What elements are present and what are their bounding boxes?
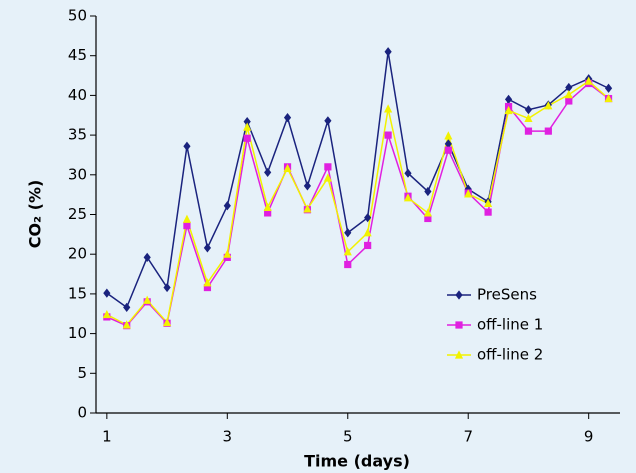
marker <box>143 295 152 304</box>
marker <box>444 139 452 149</box>
marker <box>423 208 432 217</box>
legend-item: off-line 2 <box>447 346 543 364</box>
series-line <box>106 80 610 326</box>
y-tick-label: 0 <box>77 404 87 422</box>
marker <box>604 93 613 103</box>
y-tick-label: 10 <box>68 324 87 342</box>
marker <box>303 181 312 191</box>
marker <box>263 202 272 211</box>
x-tick-label: 3 <box>223 428 233 446</box>
marker <box>264 167 272 178</box>
marker <box>524 105 533 115</box>
legend-label: PreSens <box>477 286 537 304</box>
marker <box>484 208 492 216</box>
y-tick-label: 50 <box>68 7 87 25</box>
marker <box>364 241 372 250</box>
x-tick-label: 5 <box>343 428 353 446</box>
marker <box>384 131 392 139</box>
marker <box>324 163 332 171</box>
marker <box>143 252 151 262</box>
series-line <box>106 51 609 309</box>
marker <box>344 228 352 238</box>
marker <box>524 127 533 135</box>
legend-label: off-line 2 <box>477 346 543 364</box>
marker <box>303 204 312 213</box>
marker <box>565 97 573 105</box>
marker <box>384 104 393 113</box>
y-tick-label: 45 <box>68 46 87 64</box>
marker <box>283 163 292 173</box>
marker <box>483 198 493 207</box>
marker <box>162 317 172 327</box>
y-tick-label: 5 <box>77 364 87 382</box>
marker <box>403 193 413 202</box>
marker <box>344 260 352 269</box>
marker <box>223 201 231 211</box>
marker <box>264 209 272 217</box>
series-line <box>106 82 610 327</box>
y-tick-label: 20 <box>68 245 87 263</box>
legend-item: off-line 1 <box>447 316 543 334</box>
marker <box>203 243 212 253</box>
marker <box>524 113 533 123</box>
marker <box>343 247 352 256</box>
marker <box>424 214 432 223</box>
marker <box>283 113 292 123</box>
marker <box>444 146 452 154</box>
x-axis-title: Time (days) <box>304 452 410 471</box>
marker <box>122 320 131 329</box>
x-tick-label: 9 <box>584 428 594 446</box>
y-tick-label: 25 <box>68 205 87 223</box>
x-tick-label: 1 <box>102 428 112 446</box>
marker <box>455 290 463 300</box>
y-axis-title: CO₂ (%) <box>26 180 45 249</box>
y-tick-label: 15 <box>68 284 87 302</box>
marker <box>243 134 251 142</box>
marker <box>464 189 473 198</box>
marker <box>363 228 372 237</box>
y-tick-label: 30 <box>68 165 87 183</box>
marker <box>504 105 513 115</box>
marker <box>364 213 372 223</box>
marker <box>455 321 463 329</box>
marker <box>183 141 191 151</box>
legend-item: PreSens <box>447 286 537 304</box>
marker <box>544 127 552 135</box>
legend-label: off-line 1 <box>477 316 543 334</box>
marker <box>604 83 613 93</box>
marker <box>324 116 332 126</box>
y-tick-label: 35 <box>68 126 87 144</box>
marker <box>323 173 332 182</box>
marker <box>544 101 553 110</box>
marker <box>163 282 171 293</box>
marker <box>182 214 192 223</box>
marker <box>243 122 252 131</box>
marker <box>243 117 251 127</box>
x-tick-label: 7 <box>463 428 473 446</box>
marker <box>384 47 392 57</box>
marker <box>565 82 573 93</box>
marker <box>584 76 593 85</box>
marker <box>454 350 464 359</box>
marker <box>203 278 212 287</box>
marker <box>183 222 191 230</box>
marker <box>504 94 513 104</box>
marker <box>564 90 573 99</box>
marker <box>424 186 432 197</box>
marker <box>123 302 131 312</box>
marker <box>103 288 111 298</box>
y-tick-label: 40 <box>68 86 87 104</box>
marker <box>203 283 212 292</box>
marker <box>102 309 111 319</box>
marker <box>444 131 453 140</box>
marker <box>404 168 412 178</box>
marker <box>223 249 232 258</box>
